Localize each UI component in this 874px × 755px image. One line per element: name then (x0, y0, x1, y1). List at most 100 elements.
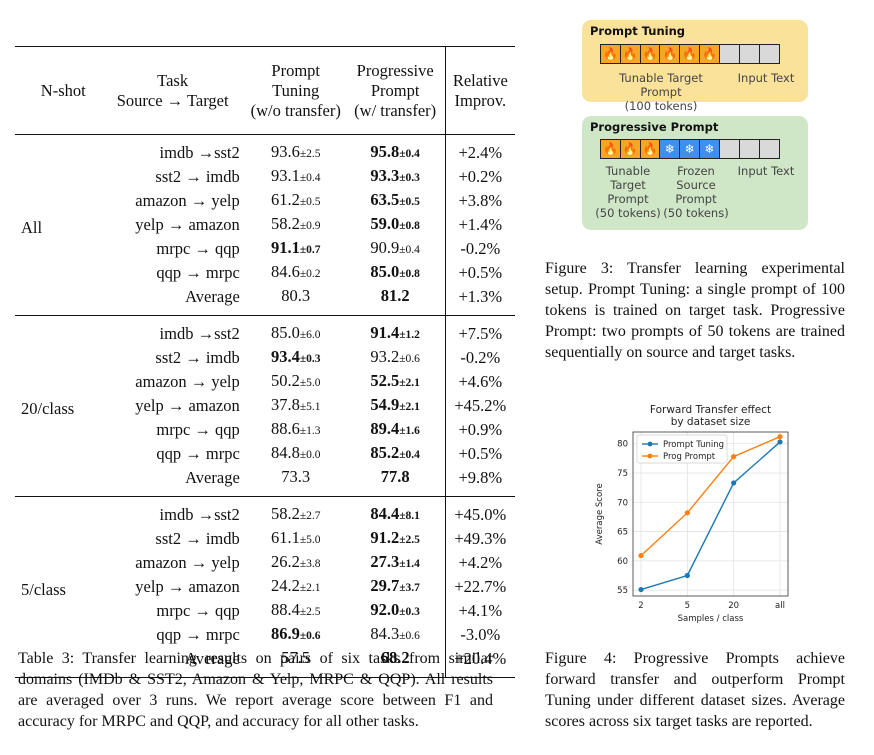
legend-marker (647, 453, 653, 459)
y-tick-label: 70 (617, 498, 628, 508)
task-cell: qqp → mrpc (156, 625, 240, 644)
score-value: 91.4 (370, 323, 400, 342)
table-row: yelp → amazon 37.8±5.1 54.9±2.1 +45.2% (15, 394, 515, 418)
task-cell: Average (185, 468, 240, 487)
frozen-source-prompt-label: Frozen Source Prompt (50 tokens) (663, 164, 729, 220)
score-std: ±0.2 (299, 268, 321, 280)
score-value: 52.5 (370, 371, 400, 390)
data-point (731, 480, 737, 486)
task-cell: qqp → mrpc (156, 444, 240, 463)
progressive-prompt-cell: 54.9±2.1 (345, 394, 446, 418)
score-std: ±0.7 (299, 244, 321, 256)
progressive-prompt-cell: 63.5±0.5 (345, 189, 446, 213)
score-value: 58.2 (270, 214, 300, 233)
relative-improv-cell: +45.2% (454, 396, 507, 415)
table-row: Average 57.5 68.2 +20.4% (15, 647, 515, 678)
score-std: ±0.4 (399, 148, 420, 160)
score-value: 92.0 (370, 600, 400, 619)
prompt-tuning-cell: 37.8±5.1 (246, 394, 346, 418)
score-std: ±2.1 (299, 582, 321, 594)
score-std: ±0.4 (399, 449, 420, 461)
progressive-prompt-cell: 84.4±8.1 (345, 496, 446, 527)
x-tick-label: 2 (638, 601, 643, 611)
score-std: ±0.6 (399, 353, 420, 365)
score-std: ±6.0 (299, 329, 321, 341)
table-row: sst2 → imdb 61.1±5.0 91.2±2.5 +49.3% (15, 527, 515, 551)
score-value: 93.1 (270, 166, 300, 185)
relative-improv-cell: +45.0% (454, 505, 507, 524)
progressive-prompt-cell: 52.5±2.1 (345, 370, 446, 394)
table-row: amazon → yelp 61.2±0.5 63.5±0.5 +3.8% (15, 189, 515, 213)
input-token (738, 44, 760, 64)
task-cell: sst2 → imdb (155, 529, 240, 548)
score-value: 68.2 (380, 648, 410, 667)
table-row: qqp → mrpc 84.6±0.2 85.0±0.8 +0.5% (15, 261, 515, 285)
fire-icon: 🔥 (600, 139, 621, 159)
score-value: 85.0 (270, 323, 300, 342)
score-value: 58.2 (270, 504, 300, 523)
relative-improv-cell: +3.8% (458, 191, 503, 210)
nshot-group-label: 20/class (21, 399, 75, 418)
table-row: yelp → amazon 24.2±2.1 29.7±3.7 +22.7% (15, 575, 515, 599)
score-std: ±0.3 (399, 172, 420, 184)
progressive-prompt-cell: 95.8±0.4 (345, 134, 446, 165)
legend-label: Prompt Tuning (663, 440, 724, 450)
y-tick-label: 65 (617, 528, 628, 538)
prompt-tuning-cell: 57.5 (246, 647, 346, 678)
prompt-tuning-cell: 88.6±1.3 (246, 418, 346, 442)
y-tick-label: 55 (617, 586, 628, 596)
score-value: 91.2 (370, 528, 400, 547)
progressive-prompt-cell: 59.0±0.8 (345, 213, 446, 237)
table-row: yelp → amazon 58.2±0.9 59.0±0.8 +1.4% (15, 213, 515, 237)
score-value: 84.6 (270, 262, 300, 281)
snowflake-icon: ❄ (659, 139, 681, 159)
progressive-prompt-cell: 68.2 (345, 647, 446, 678)
prompt-tuning-cell: 24.2±2.1 (246, 575, 346, 599)
progressive-prompt-title: Progressive Prompt (590, 120, 719, 134)
relative-improv-cell: +0.9% (458, 420, 503, 439)
input-text-label: Input Text (737, 71, 795, 85)
score-value: 91.1 (270, 238, 300, 257)
task-cell: yelp → amazon (135, 215, 240, 234)
header-nshot: N-shot (40, 80, 86, 100)
x-axis-label: Samples / class (678, 614, 744, 624)
score-value: 88.4 (270, 600, 300, 619)
data-point (777, 439, 783, 445)
chart-title: Forward Transfer effect (650, 404, 771, 416)
relative-improv-cell: +1.4% (458, 215, 503, 234)
score-value: 86.9 (270, 624, 300, 643)
score-std: ±0.8 (399, 268, 420, 280)
score-value: 81.2 (380, 286, 410, 305)
progressive-prompt-cell: 89.4±1.6 (345, 418, 446, 442)
score-std: ±2.7 (299, 510, 321, 522)
score-value: 61.2 (270, 190, 300, 209)
tunable-target-prompt-label: Tunable Target Prompt (50 tokens) (595, 164, 661, 220)
progressive-prompt-cell: 85.2±0.4 (345, 442, 446, 466)
score-value: 50.2 (270, 371, 300, 390)
task-cell: imdb →sst2 (159, 505, 240, 524)
header-relative-improv: Relative Improv. (452, 70, 508, 110)
input-text-label: Input Text (737, 164, 795, 178)
score-std: ±0.9 (299, 220, 321, 232)
task-cell: yelp → amazon (135, 396, 240, 415)
progressive-prompt-cell: 92.0±0.3 (345, 599, 446, 623)
data-point (684, 510, 690, 516)
score-value: 27.3 (370, 552, 400, 571)
x-tick-label: all (775, 601, 785, 611)
score-std: ±1.3 (299, 425, 321, 437)
score-std: ±5.1 (299, 401, 321, 413)
table-row: 20/class imdb →sst2 85.0±6.0 91.4±1.2 +7.5% (15, 315, 515, 418)
nshot-group-label: 5/class (21, 580, 66, 599)
progressive-prompt-cell: 93.2±0.6 (345, 346, 446, 370)
prompt-tuning-title: Prompt Tuning (590, 24, 686, 38)
score-value: 57.5 (281, 648, 311, 667)
progressive-prompt-cell: 27.3±1.4 (345, 551, 446, 575)
input-token (738, 139, 760, 159)
task-cell: yelp → amazon (135, 577, 240, 596)
prompt-tuning-cell: 88.4±2.5 (246, 599, 346, 623)
relative-improv-cell: +20.4% (454, 649, 507, 668)
x-tick-label: 20 (728, 601, 739, 611)
score-value: 85.0 (370, 262, 400, 281)
series-line (640, 436, 781, 557)
